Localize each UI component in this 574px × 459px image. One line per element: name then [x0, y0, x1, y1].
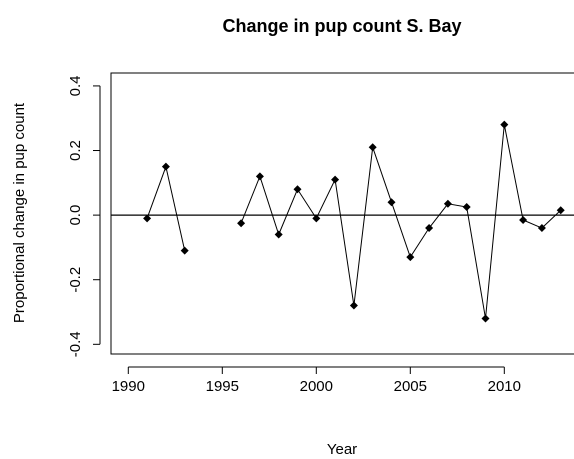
- y-axis-label: Proportional change in pup count: [11, 102, 28, 323]
- point: [331, 175, 340, 184]
- point: [500, 120, 509, 129]
- plot-box: [110, 72, 574, 355]
- y-tick-label: -0.4: [67, 331, 84, 357]
- x-tick-label: 2005: [394, 378, 427, 395]
- point: [387, 198, 396, 207]
- x-tick-label: 2010: [488, 378, 521, 395]
- y-tick-label: -0.2: [67, 267, 84, 293]
- series-line: [146, 164, 186, 251]
- x-tick-label: 1995: [206, 378, 239, 395]
- point: [255, 172, 264, 181]
- point: [537, 224, 546, 233]
- point: [481, 314, 490, 323]
- point: [293, 185, 302, 194]
- point: [143, 214, 152, 223]
- point: [161, 162, 170, 171]
- point: [519, 215, 528, 224]
- x-tick-label: 2000: [300, 378, 333, 395]
- point: [406, 253, 415, 262]
- y-tick-label: 0.0: [67, 205, 84, 226]
- x-axis-label: Year: [327, 441, 357, 458]
- series-line: [240, 124, 562, 319]
- point: [425, 224, 434, 233]
- point: [180, 246, 189, 255]
- y-tick-label: 0.4: [67, 75, 84, 96]
- point: [368, 143, 377, 152]
- point: [312, 214, 321, 223]
- point: [274, 230, 283, 239]
- point: [556, 206, 565, 215]
- point: [349, 301, 358, 310]
- chart-title: Change in pup count S. Bay: [222, 16, 461, 36]
- x-tick-label: 1990: [112, 378, 145, 395]
- y-tick-label: 0.2: [67, 140, 84, 161]
- point: [462, 203, 471, 212]
- point: [237, 219, 246, 228]
- point: [443, 199, 452, 208]
